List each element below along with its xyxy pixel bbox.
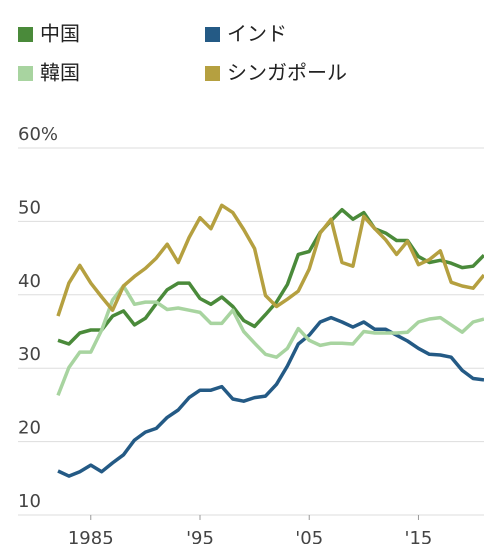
y-tick-label: 30 [18,344,41,365]
x-tick-label: 1985 [68,528,114,544]
x-tick-label: '05 [295,528,323,544]
y-tick-label: 20 [18,418,41,439]
x-tick-label: '95 [186,528,214,544]
legend-swatch [18,66,33,81]
y-tick-label: 50 [18,197,41,218]
y-tick-label: 40 [18,271,41,292]
legend-label: 韓国 [40,61,80,85]
legend-swatch [18,27,33,42]
series-line [57,315,484,478]
x-tick-label: '15 [405,528,433,544]
legend-swatch [205,27,220,42]
y-tick-label: 60% [18,124,58,145]
series-line [56,284,484,397]
y-tick-label: 10 [18,491,41,512]
legend-label: インド [227,22,287,46]
legend-label: シンガポール [227,61,347,85]
series-line [56,203,484,317]
legend-label: 中国 [40,22,80,46]
legend-swatch [205,66,220,81]
series-line [57,207,484,346]
